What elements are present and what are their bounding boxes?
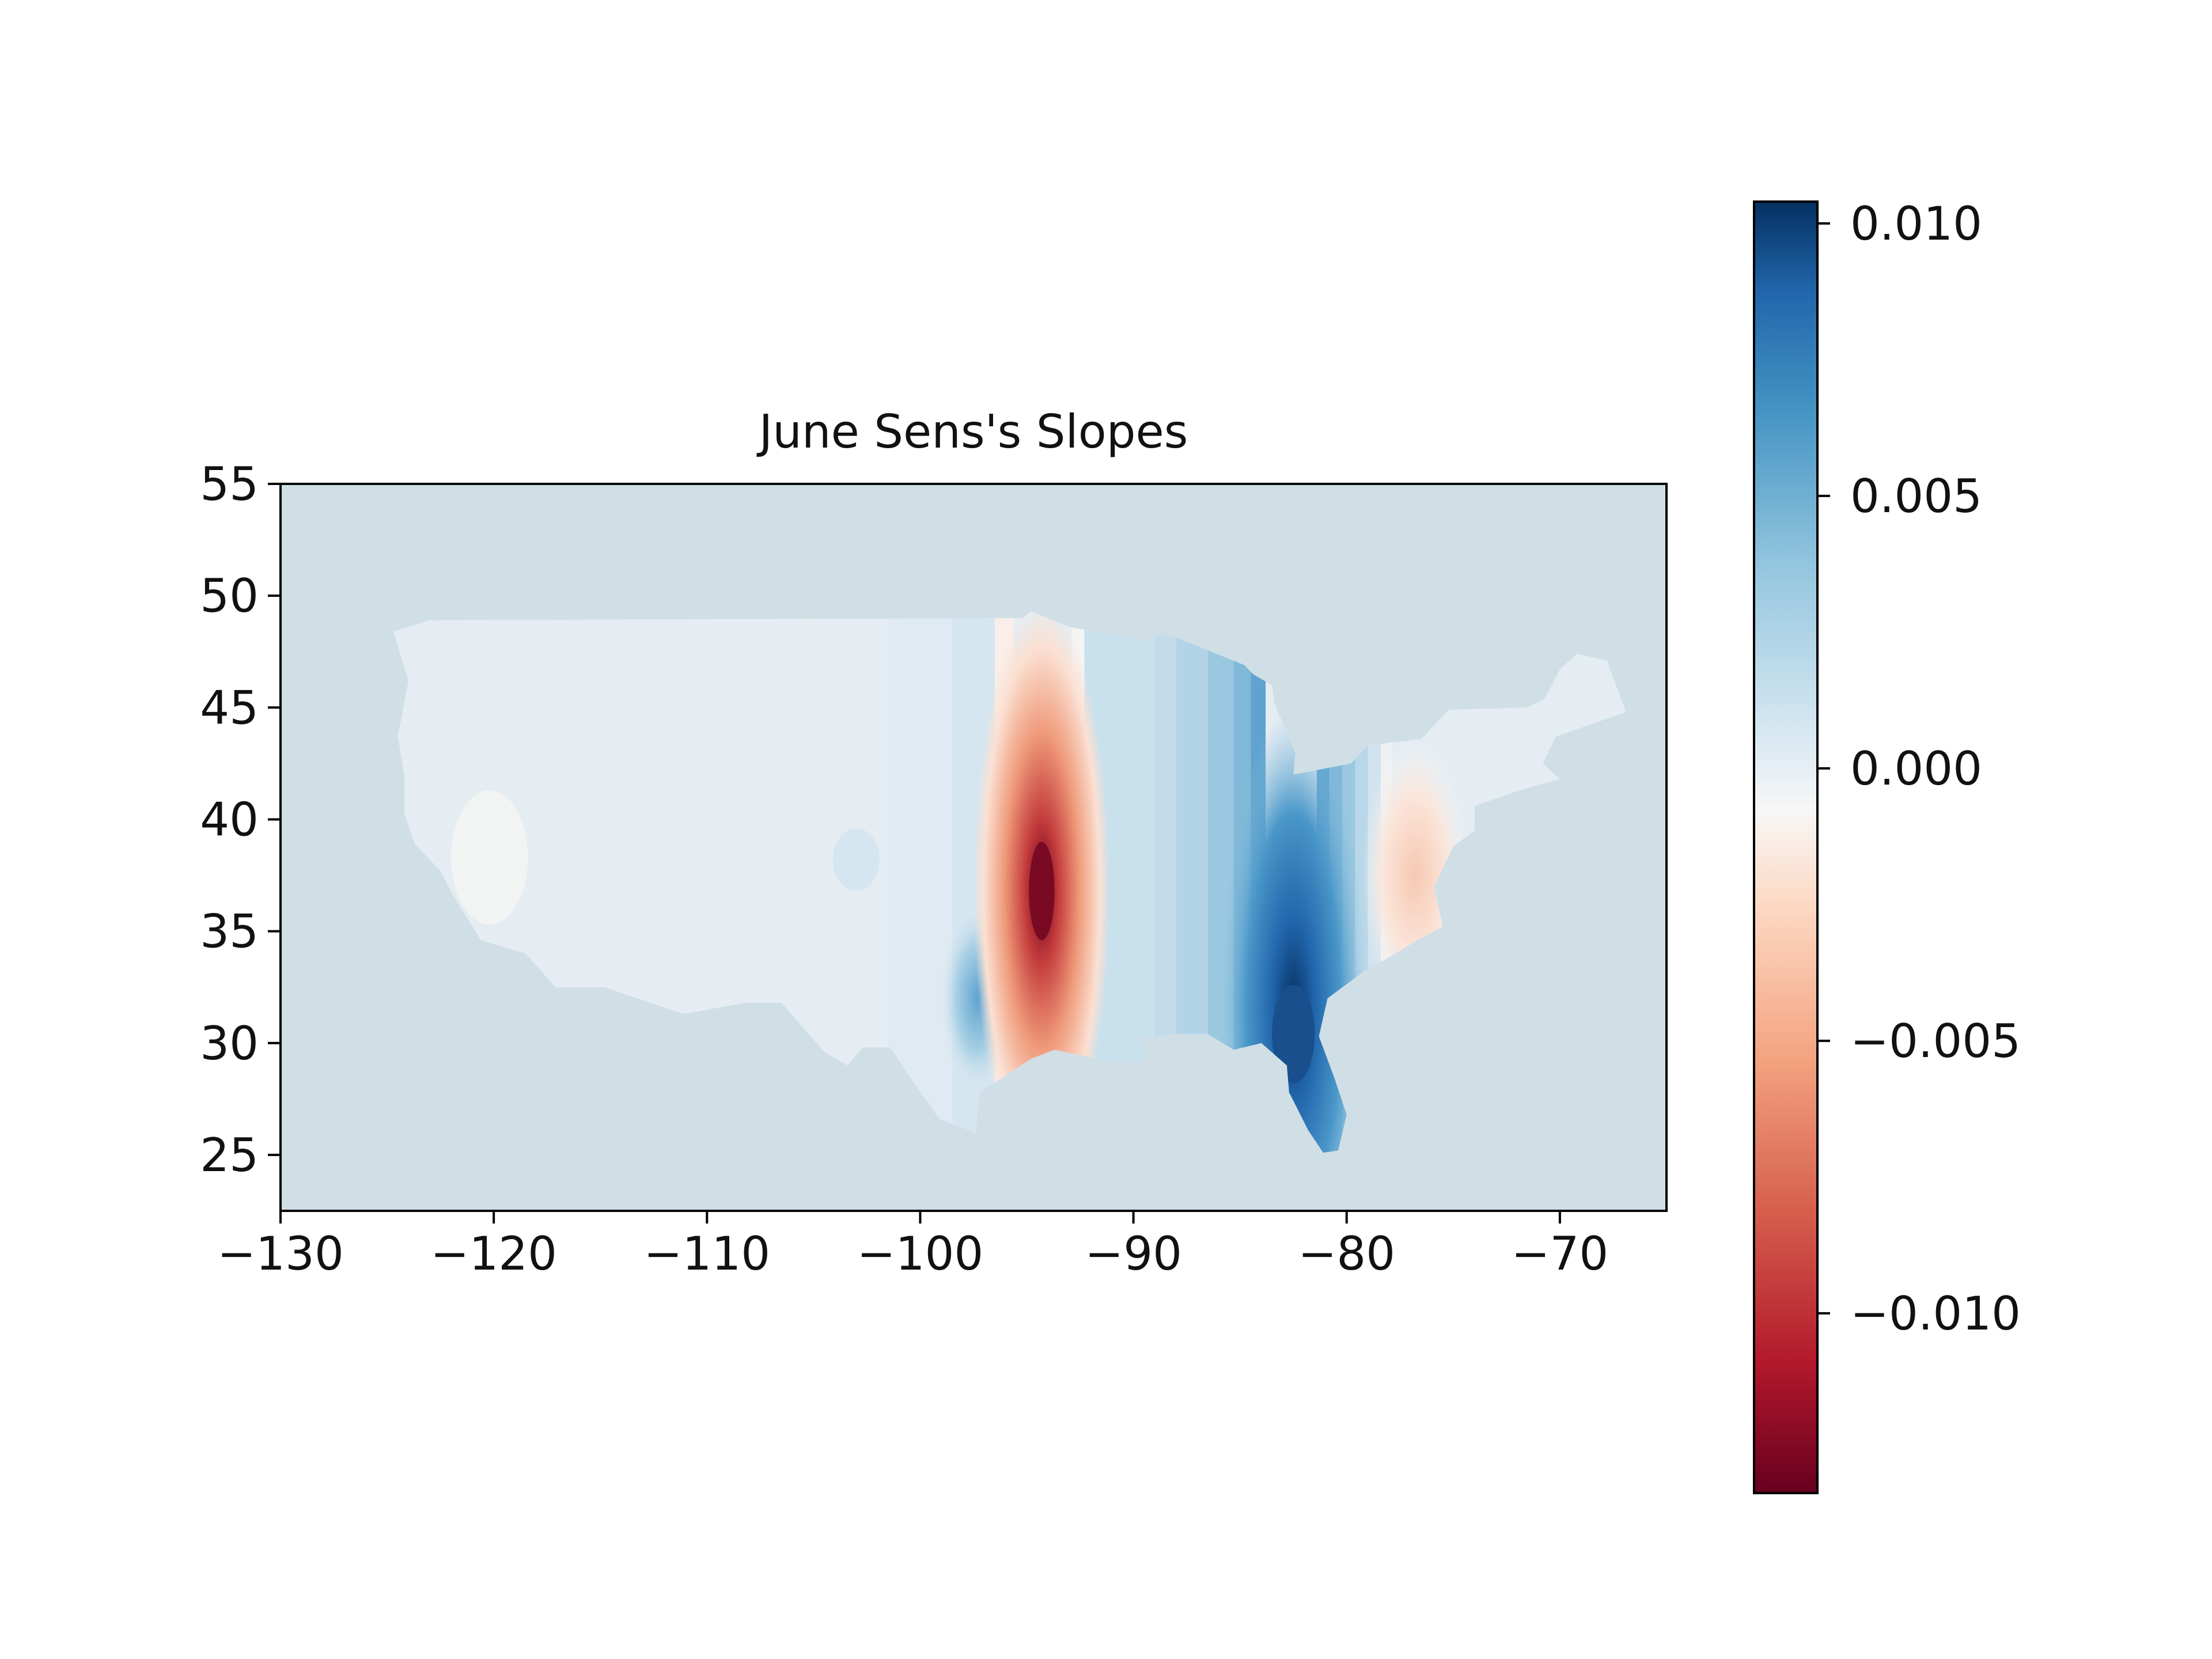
colorbar-tick-label: 0.005 — [1850, 469, 1982, 523]
x-tick-label: −120 — [430, 1227, 557, 1281]
y-tick-label: 35 — [200, 905, 259, 959]
y-tick-label: 40 — [200, 793, 259, 846]
y-axis: 25 30 35 40 45 50 55 — [200, 457, 281, 1182]
colorbar-tick-label: −0.010 — [1850, 1287, 2021, 1340]
plot-area: −130 −120 −110 −100 −90 −80 −70 25 30 35 40 45 50 55… — [200, 405, 1668, 1281]
y-tick-label: 55 — [200, 457, 259, 511]
x-tick-label: −80 — [1298, 1227, 1395, 1281]
x-axis: −130 −120 −110 −100 −90 −80 −70 — [217, 1211, 1608, 1281]
chart-title: June Sens's Slopes — [756, 405, 1188, 459]
x-tick-label: −130 — [217, 1227, 344, 1281]
y-tick-label: 50 — [200, 569, 259, 623]
plot-frame — [279, 483, 1668, 1212]
colorbar-ticks: −0.010 −0.005 0.000 0.005 0.010 — [1817, 197, 2021, 1340]
colorbar-tick-label: −0.005 — [1850, 1014, 2021, 1068]
x-tick-label: −100 — [857, 1227, 984, 1281]
contour-lobe-1 — [832, 828, 880, 891]
x-tick-label: −70 — [1512, 1227, 1609, 1281]
contour-lobe-6 — [1029, 842, 1055, 941]
colorbar-tick-label: 0.000 — [1850, 742, 1982, 796]
x-tick-label: −110 — [643, 1227, 770, 1281]
colorbar-tick-label: 0.010 — [1850, 197, 1982, 251]
x-tick-label: −90 — [1085, 1227, 1182, 1281]
contour-lobe-0 — [451, 790, 528, 925]
contour-lobe-5 — [1272, 984, 1315, 1084]
colorbar: −0.010 −0.005 0.000 0.005 0.010 — [1753, 197, 2021, 1494]
colorbar-gradient — [1753, 200, 1819, 1494]
y-tick-label: 45 — [200, 681, 259, 734]
y-tick-label: 30 — [200, 1017, 259, 1070]
y-tick-label: 25 — [200, 1128, 259, 1182]
